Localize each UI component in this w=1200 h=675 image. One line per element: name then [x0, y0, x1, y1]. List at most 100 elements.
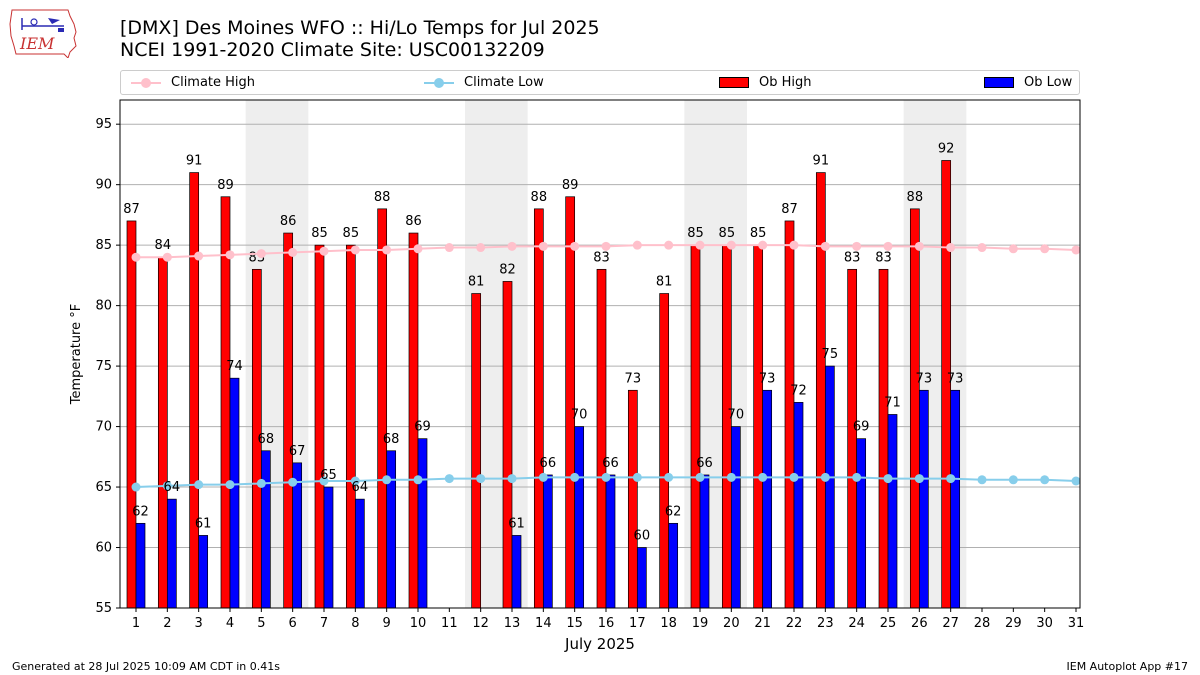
ob-low-value-label: 69 — [853, 420, 870, 435]
ob-low-bar — [668, 522, 679, 609]
ob-low-value-label: 66 — [696, 456, 713, 471]
x-tick-label: 12 — [472, 616, 489, 631]
ob-high-value-label: 91 — [186, 154, 203, 169]
ob-high-value-label: 87 — [123, 202, 140, 217]
climate-low-point — [194, 480, 204, 490]
x-tick-label: 3 — [195, 616, 203, 631]
generated-timestamp: Generated at 28 Jul 2025 10:09 AM CDT in… — [12, 660, 280, 673]
ob-high-bar — [847, 268, 858, 609]
ob-low-value-label: 66 — [540, 456, 557, 471]
legend-swatch-ob-high — [719, 77, 749, 88]
climate-high-point — [444, 243, 454, 253]
climate-low-point — [789, 472, 799, 482]
climate-low-point — [758, 472, 768, 482]
climate-high-point — [1071, 245, 1081, 255]
climate-low-point — [695, 472, 705, 482]
climate-high-point — [382, 245, 392, 255]
climate-high-point — [946, 243, 956, 253]
x-tick-label: 25 — [880, 616, 897, 631]
ob-low-value-label: 65 — [320, 468, 337, 483]
chart-legend: Climate High Climate Low Ob High Ob Low — [120, 70, 1080, 95]
ob-low-value-label: 62 — [132, 504, 149, 519]
climate-high-point — [225, 250, 235, 260]
ob-high-value-label: 81 — [656, 275, 673, 290]
x-tick-label: 7 — [320, 616, 328, 631]
ob-high-bar — [314, 244, 325, 609]
x-tick-label: 31 — [1068, 616, 1085, 631]
ob-low-bar — [699, 474, 710, 609]
x-tick-label: 24 — [848, 616, 865, 631]
ob-high-value-label: 86 — [405, 214, 422, 229]
climate-high-point — [758, 240, 768, 250]
ob-high-bar — [753, 244, 764, 609]
climate-high-point — [789, 240, 799, 250]
app-label: IEM Autoplot App #17 — [1066, 660, 1189, 673]
ob-high-value-label: 84 — [155, 238, 172, 253]
climate-low-point — [1040, 475, 1050, 485]
legend-swatch-ob-low — [984, 77, 1014, 88]
climate-high-point — [977, 243, 987, 253]
climate-high-point — [664, 240, 674, 250]
ob-low-bar — [511, 535, 522, 609]
ob-high-bar — [157, 256, 168, 609]
climate-low-point — [601, 472, 611, 482]
ob-low-bar — [135, 522, 146, 609]
climate-high-point — [256, 249, 266, 259]
ob-high-value-label: 88 — [907, 190, 924, 205]
climate-high-point — [820, 241, 830, 251]
y-tick-label: 70 — [95, 420, 112, 435]
y-tick-label: 95 — [95, 117, 112, 132]
legend-label-climate-low: Climate Low — [464, 75, 544, 90]
ob-low-bar — [323, 486, 334, 609]
ob-high-value-label: 89 — [217, 178, 234, 193]
ob-high-value-label: 87 — [781, 202, 798, 217]
x-tick-label: 27 — [942, 616, 959, 631]
ob-low-bar — [229, 377, 240, 609]
ob-high-bar — [878, 268, 889, 609]
ob-low-value-label: 73 — [916, 371, 933, 386]
ob-low-bar — [824, 365, 835, 609]
climate-low-point — [131, 482, 141, 492]
legend-item-climate-low: Climate Low — [424, 71, 544, 94]
x-tick-label: 30 — [1036, 616, 1053, 631]
climate-high-point — [632, 240, 642, 250]
iem-logo: IEM — [9, 9, 77, 58]
x-tick-label: 21 — [754, 616, 771, 631]
ob-high-bar — [565, 196, 576, 609]
ob-low-value-label: 62 — [665, 504, 682, 519]
climate-low-point — [1071, 476, 1081, 486]
climate-high-point — [476, 243, 486, 253]
y-tick-label: 75 — [95, 359, 112, 374]
x-tick-label: 20 — [723, 616, 740, 631]
ob-high-value-label: 73 — [625, 371, 642, 386]
x-tick-label: 9 — [383, 616, 391, 631]
x-tick-label: 19 — [692, 616, 709, 631]
climate-low-point — [476, 474, 486, 484]
ob-low-value-label: 67 — [289, 444, 306, 459]
ob-low-bar — [198, 535, 209, 609]
ob-high-value-label: 88 — [374, 190, 391, 205]
ob-high-value-label: 85 — [687, 226, 704, 241]
x-tick-label: 26 — [911, 616, 928, 631]
ob-high-bar — [659, 293, 670, 609]
x-tick-label: 15 — [566, 616, 583, 631]
ob-low-bar — [166, 498, 177, 609]
ob-high-bar — [784, 220, 795, 609]
ob-low-value-label: 73 — [947, 371, 964, 386]
climate-high-point — [601, 241, 611, 251]
ob-high-bar — [690, 244, 701, 609]
ob-low-value-label: 70 — [728, 408, 745, 423]
ob-high-value-label: 85 — [750, 226, 767, 241]
climate-low-point — [319, 476, 329, 486]
ob-high-value-label: 83 — [875, 250, 892, 265]
x-tick-label: 10 — [410, 616, 427, 631]
climate-high-point — [413, 244, 423, 254]
x-tick-label: 22 — [786, 616, 803, 631]
ob-high-bar — [283, 232, 294, 609]
x-tick-label: 6 — [289, 616, 297, 631]
ob-high-value-label: 85 — [719, 226, 736, 241]
climate-low-point — [1008, 475, 1018, 485]
ob-high-bar — [909, 208, 920, 609]
ob-high-value-label: 92 — [938, 141, 955, 156]
